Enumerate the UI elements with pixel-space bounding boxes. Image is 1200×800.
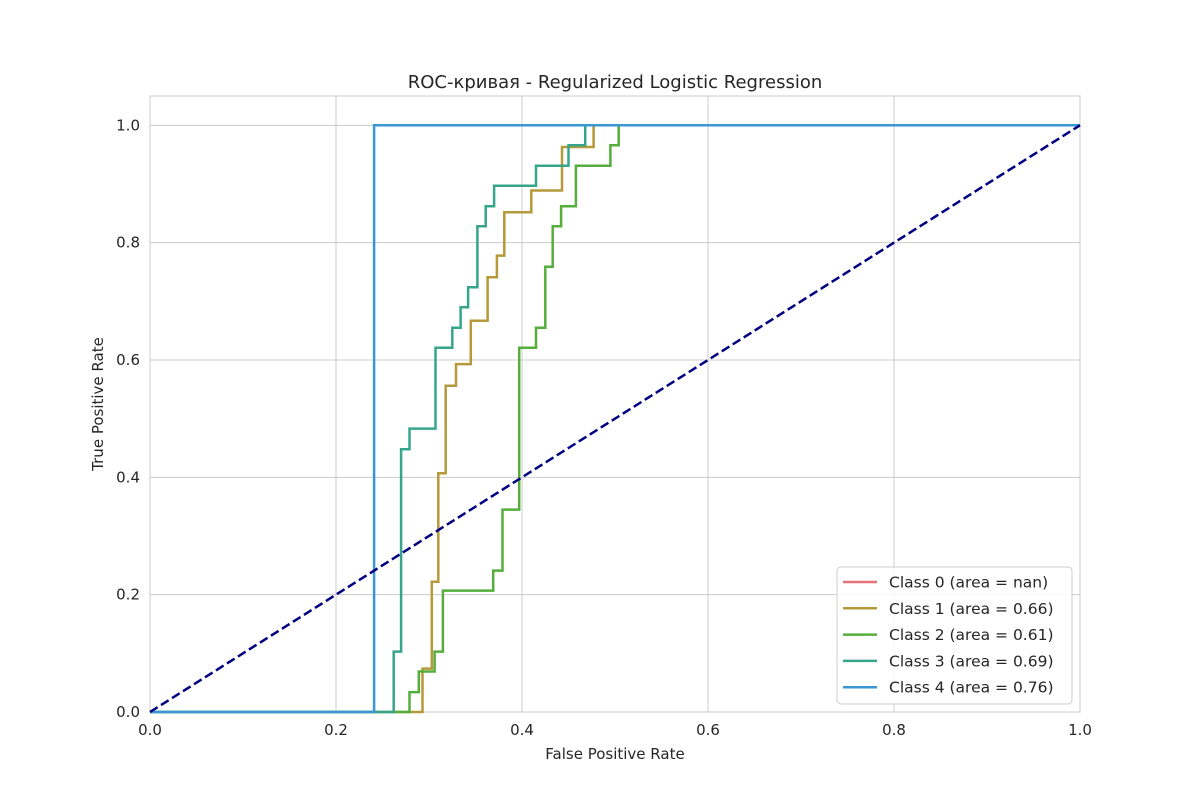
- series-line-class-2: [150, 124, 1080, 714]
- legend-label-class-3: Class 3 (area = 0.69): [889, 652, 1054, 670]
- legend-label-class-4: Class 4 (area = 0.76): [889, 679, 1054, 697]
- x-tick-label: 0.0: [138, 721, 162, 739]
- legend: Class 0 (area = nan) Class 1 (area = 0.66…: [836, 566, 1073, 705]
- y-tick-label: 0.0: [116, 703, 140, 721]
- x-axis-label: False Positive Rate: [545, 745, 684, 763]
- series-line-class-3: [150, 124, 1080, 714]
- grid: [149, 96, 1081, 713]
- y-axis-label: True Positive Rate: [89, 337, 107, 472]
- legend-label-class-1: Class 1 (area = 0.66): [889, 600, 1054, 618]
- plot-frame: [149, 95, 1081, 713]
- y-tick-label: 1.0: [116, 116, 140, 134]
- reference-diagonal-line: [149, 124, 1081, 714]
- series-line-class-1: [150, 124, 1080, 714]
- y-tick-label: 0.4: [116, 468, 140, 486]
- tick-labels: 0.0 0.2 0.4 0.6 0.8 1.0 0.0 0.2 0.4 0.6 0.8 1.0: [116, 116, 1092, 739]
- x-tick-label: 0.4: [510, 721, 534, 739]
- series-line-class-4: [150, 124, 1080, 714]
- x-tick-label: 0.8: [882, 721, 906, 739]
- x-tick-label: 1.0: [1068, 721, 1092, 739]
- x-tick-label: 0.2: [324, 721, 348, 739]
- chart-title: ROC-кривая - Regularized Logistic Regres…: [408, 72, 823, 93]
- legend-box: [836, 566, 1073, 705]
- series-layer: [149, 124, 1081, 714]
- y-tick-label: 0.6: [116, 351, 140, 369]
- y-tick-label: 0.8: [116, 234, 140, 252]
- x-tick-label: 0.6: [696, 721, 720, 739]
- y-tick-label: 0.2: [116, 586, 140, 604]
- legend-label-class-0: Class 0 (area = nan): [889, 574, 1048, 592]
- legend-label-class-2: Class 2 (area = 0.61): [889, 626, 1054, 644]
